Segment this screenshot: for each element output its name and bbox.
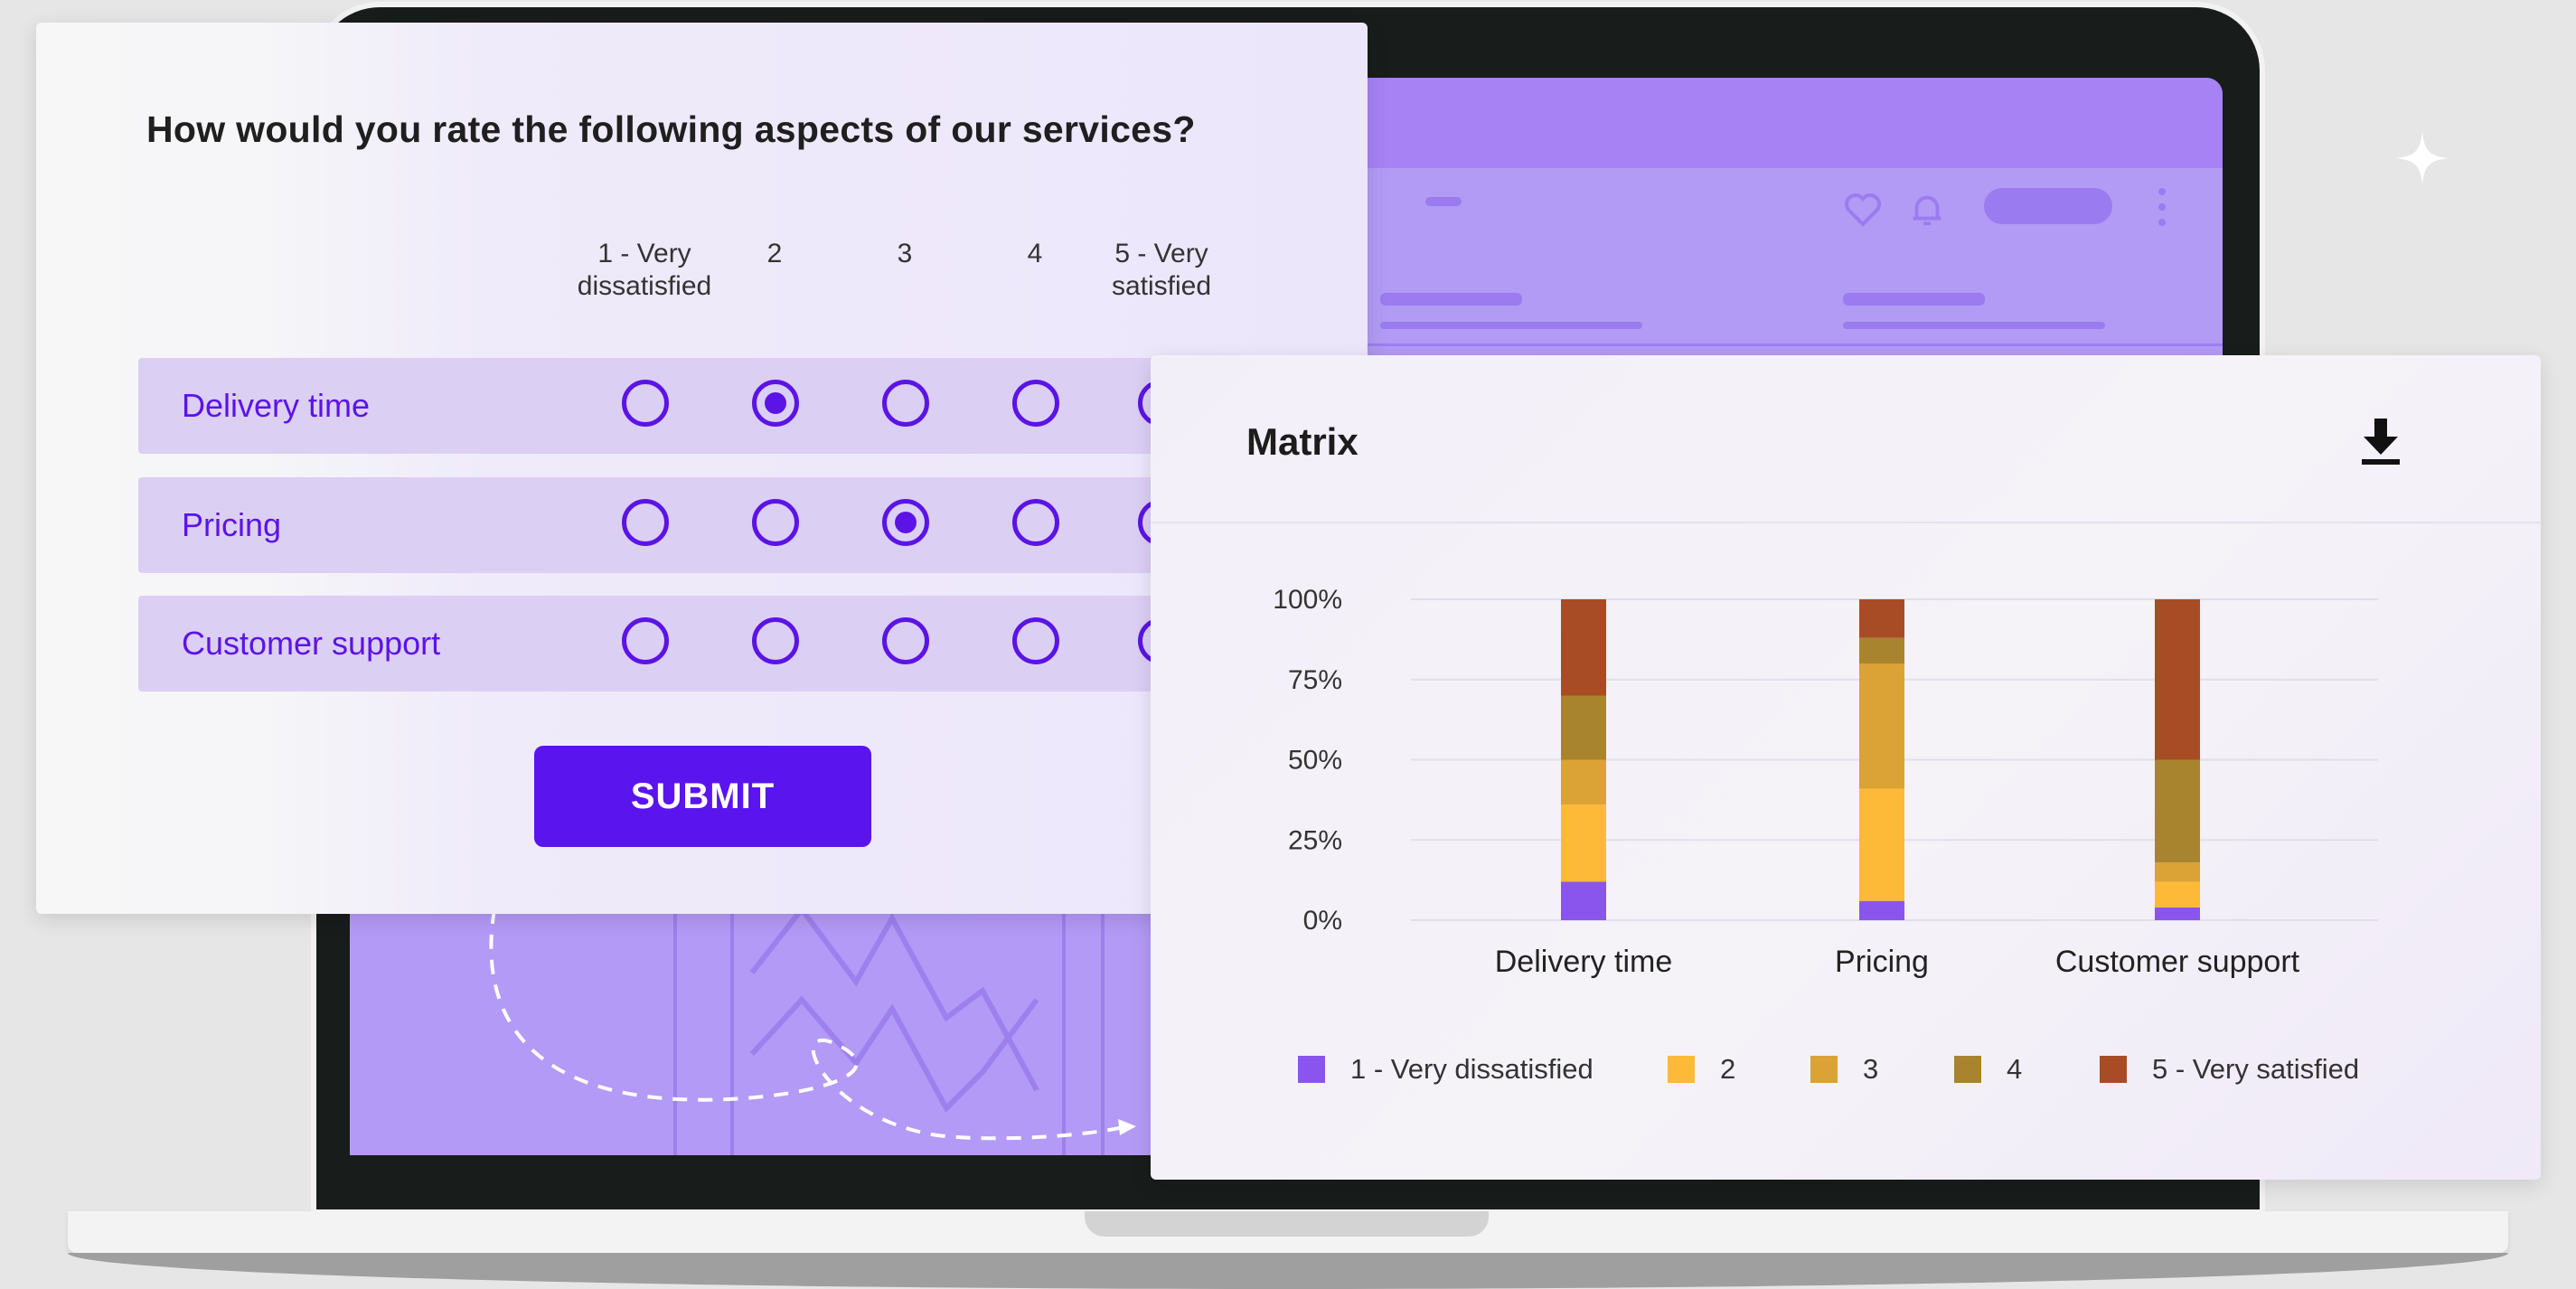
placeholder-line [1380,293,1522,306]
profile-pill[interactable] [1984,188,2112,224]
bell-icon[interactable] [1906,188,1948,231]
rating-radio-2[interactable] [752,380,799,427]
bar-segment [1859,599,1904,638]
scale-header-1: 1 - Very dissatisfied [577,239,712,301]
rating-radio-3[interactable] [882,499,929,546]
bar-segment [1561,881,1606,920]
y-tick-label: 100% [1273,585,1342,615]
legend-item: 3 [1810,1051,1878,1087]
x-tick-label: Pricing [1835,945,1929,979]
rating-radio-1[interactable] [622,380,669,427]
bar-segment [1859,900,1904,920]
legend-item: 5 - Very satisfied [2100,1051,2359,1087]
bar-segment [2155,759,2200,863]
placeholder-line [1843,322,2105,329]
matrix-title: Matrix [1246,420,1359,463]
y-tick-label: 0% [1303,906,1342,936]
rating-radio-1[interactable] [622,617,669,664]
legend-swatch [1954,1056,1981,1083]
bar-segment [1859,663,1904,789]
legend-item: 4 [1954,1051,2022,1087]
decorative-graphic [489,909,1136,1155]
legend-swatch [1668,1056,1695,1083]
bar-segment [1561,695,1606,760]
survey-question: How would you rate the following aspects… [146,108,1196,150]
scale-header-5: 5 - Very satisfied [1111,239,1212,301]
heart-icon[interactable] [1841,188,1885,231]
rating-radio-1[interactable] [622,499,669,546]
legend-label: 2 [1720,1053,1736,1085]
legend-item: 1 - Very dissatisfied [1298,1051,1594,1087]
matrix-chart: 0% 25% 50% 75% 100% Delivery time Pricing Custo… [1273,585,2378,979]
bar-segment [1561,804,1606,882]
rating-radio-4[interactable] [1012,499,1059,546]
placeholder-line [1380,322,1642,329]
rating-radio-2[interactable] [752,499,799,546]
x-tick-label: Delivery time [1495,945,1672,979]
legend-label: 5 - Very satisfied [2152,1053,2360,1085]
y-tick-label: 75% [1288,665,1342,695]
bar-segment [2155,907,2200,920]
download-icon[interactable] [2360,419,2402,466]
bar-segment [1859,788,1904,901]
scale-header-2: 2 [766,239,783,268]
x-tick-label: Customer support [2055,945,2300,979]
placeholder-line [1425,197,1462,206]
submit-button[interactable]: SUBMIT [534,746,871,847]
scale-header-4: 4 [1027,239,1043,268]
laptop-notch [1085,1211,1489,1237]
bar-segment [1561,759,1606,805]
legend-swatch [2100,1056,2127,1083]
legend-label: 3 [1863,1053,1879,1085]
y-tick-label: 50% [1288,746,1342,776]
kebab-menu-icon[interactable] [2156,184,2168,230]
bar-segment [1561,599,1606,696]
bar-segment [1859,637,1904,663]
row-label: Customer support [182,625,441,662]
bar-segment [2155,881,2200,908]
rating-radio-4[interactable] [1012,617,1059,664]
legend-label: 1 - Very dissatisfied [1350,1053,1594,1085]
sparkle-icon [2395,131,2449,185]
scale-header-3: 3 [897,239,913,268]
laptop-shadow [68,1253,2508,1289]
rating-radio-4[interactable] [1012,380,1059,427]
rating-radio-3[interactable] [882,617,929,664]
bar-segment [2155,862,2200,882]
rating-radio-3[interactable] [882,380,929,427]
bar-segment [2155,599,2200,760]
rating-radio-2[interactable] [752,617,799,664]
legend-label: 4 [2007,1053,2023,1085]
legend-swatch [1810,1056,1838,1083]
matrix-card: Matrix 0% 25% 50% 75% 100% Delivery time Prici… [1151,355,2541,1180]
matrix-divider [1151,522,2541,523]
legend-item: 2 [1668,1051,1735,1087]
legend-swatch [1298,1056,1325,1083]
y-tick-label: 25% [1288,825,1342,855]
row-label: Pricing [182,506,282,543]
row-label: Delivery time [182,387,371,424]
placeholder-line [1843,293,1985,306]
